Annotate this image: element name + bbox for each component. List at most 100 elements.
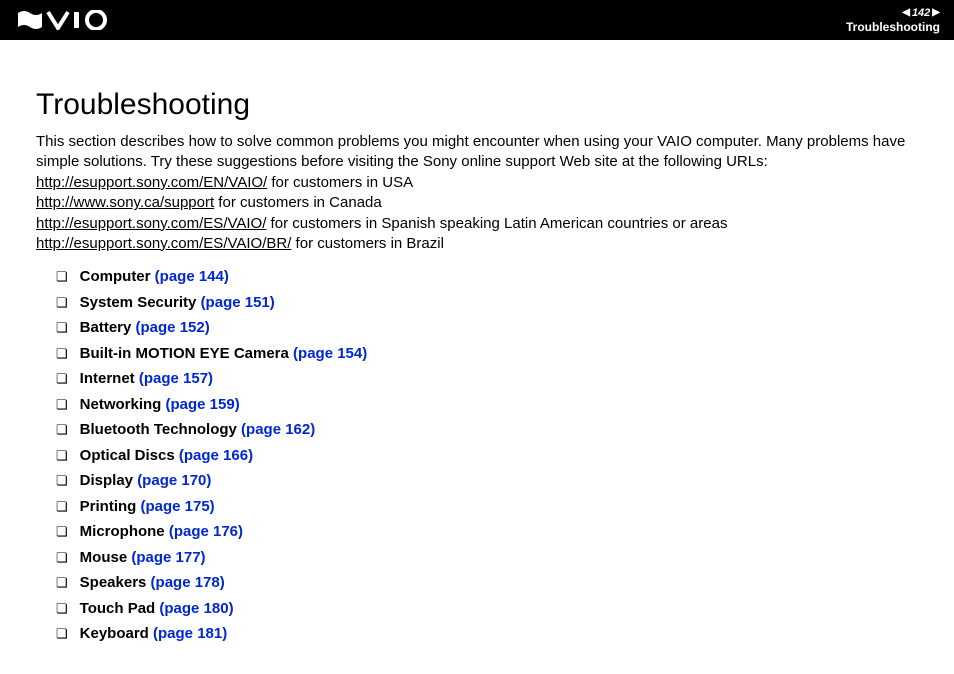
support-url-link[interactable]: http://www.sony.ca/support <box>36 194 214 211</box>
toc-item: ❏ Bluetooth Technology (page 162) <box>56 417 918 443</box>
bullet-icon: ❏ <box>56 547 68 569</box>
toc-item-text: Speakers (page 178) <box>80 570 225 596</box>
toc-item-label: Printing <box>80 498 141 515</box>
header-right: ◀ 142 ▶ Troubleshooting <box>846 7 940 34</box>
toc-item-label: Microphone <box>80 523 169 540</box>
toc-item-text: Computer (page 144) <box>80 264 229 290</box>
toc-item: ❏ Speakers (page 178) <box>56 570 918 596</box>
vaio-logo <box>18 10 114 30</box>
toc-item-text: Bluetooth Technology (page 162) <box>80 417 316 443</box>
toc-item-label: Bluetooth Technology <box>80 421 241 438</box>
toc-item-label: Internet <box>80 370 139 387</box>
toc-item-label: Built-in MOTION EYE Camera <box>80 345 293 362</box>
toc-item: ❏ Battery (page 152) <box>56 315 918 341</box>
toc-item-page-link[interactable]: (page 181) <box>153 625 227 642</box>
bullet-icon: ❏ <box>56 292 68 314</box>
toc-list: ❏ Computer (page 144) ❏ System Security (pa… <box>36 264 918 647</box>
toc-item-label: Optical Discs <box>80 447 179 464</box>
toc-item: ❏ System Security (page 151) <box>56 290 918 316</box>
content-area: Troubleshooting This section describes h… <box>0 40 954 667</box>
support-url-suffix: for customers in USA <box>267 174 413 191</box>
toc-item: ❏ Networking (page 159) <box>56 392 918 418</box>
toc-item-page-link[interactable]: (page 175) <box>140 498 214 515</box>
bullet-icon: ❏ <box>56 419 68 441</box>
toc-item-page-link[interactable]: (page 159) <box>166 396 240 413</box>
toc-item: ❏ Microphone (page 176) <box>56 519 918 545</box>
support-link-line: http://www.sony.ca/support for customers… <box>36 193 918 213</box>
toc-item: ❏ Printing (page 175) <box>56 494 918 520</box>
toc-item-page-link[interactable]: (page 166) <box>179 447 253 464</box>
bullet-icon: ❏ <box>56 572 68 594</box>
toc-item-text: Display (page 170) <box>80 468 212 494</box>
toc-item-label: Speakers <box>80 574 151 591</box>
bullet-icon: ❏ <box>56 598 68 620</box>
bullet-icon: ❏ <box>56 445 68 467</box>
toc-item: ❏ Computer (page 144) <box>56 264 918 290</box>
toc-item-label: Networking <box>80 396 166 413</box>
toc-item-text: Printing (page 175) <box>80 494 215 520</box>
bullet-icon: ❏ <box>56 496 68 518</box>
bullet-icon: ❏ <box>56 623 68 645</box>
support-link-line: http://esupport.sony.com/ES/VAIO/BR/ for… <box>36 234 918 254</box>
toc-item: ❏ Built-in MOTION EYE Camera (page 154) <box>56 341 918 367</box>
intro-text: This section describes how to solve comm… <box>36 132 918 171</box>
support-links-block: http://esupport.sony.com/EN/VAIO/ for cu… <box>36 173 918 254</box>
toc-item-text: Mouse (page 177) <box>80 545 206 571</box>
toc-item: ❏ Optical Discs (page 166) <box>56 443 918 469</box>
toc-item-text: System Security (page 151) <box>80 290 275 316</box>
support-url-suffix: for customers in Spanish speaking Latin … <box>266 215 727 232</box>
header-section-label: Troubleshooting <box>846 20 940 34</box>
page-nav: ◀ 142 ▶ <box>846 7 940 19</box>
toc-item-page-link[interactable]: (page 178) <box>151 574 225 591</box>
toc-item-page-link[interactable]: (page 157) <box>139 370 213 387</box>
toc-item-page-link[interactable]: (page 144) <box>155 268 229 285</box>
toc-item-text: Keyboard (page 181) <box>80 621 228 647</box>
toc-item-page-link[interactable]: (page 170) <box>137 472 211 489</box>
toc-item-text: Built-in MOTION EYE Camera (page 154) <box>80 341 368 367</box>
toc-item-label: Keyboard <box>80 625 153 642</box>
toc-item-text: Internet (page 157) <box>80 366 213 392</box>
toc-item-text: Optical Discs (page 166) <box>80 443 253 469</box>
page-title: Troubleshooting <box>36 88 918 122</box>
support-link-line: http://esupport.sony.com/EN/VAIO/ for cu… <box>36 173 918 193</box>
support-url-suffix: for customers in Brazil <box>291 235 444 252</box>
vaio-logo-icon <box>18 10 114 30</box>
toc-item-page-link[interactable]: (page 162) <box>241 421 315 438</box>
page-number: 142 <box>912 7 930 19</box>
toc-item-label: System Security <box>80 294 201 311</box>
toc-item-label: Computer <box>80 268 155 285</box>
toc-item-label: Display <box>80 472 138 489</box>
toc-item-page-link[interactable]: (page 154) <box>293 345 367 362</box>
support-url-suffix: for customers in Canada <box>214 194 382 211</box>
toc-item-text: Battery (page 152) <box>80 315 210 341</box>
toc-item-page-link[interactable]: (page 177) <box>131 549 205 566</box>
support-url-link[interactable]: http://esupport.sony.com/ES/VAIO/ <box>36 215 266 232</box>
toc-item-label: Touch Pad <box>80 600 160 617</box>
header-bar: ◀ 142 ▶ Troubleshooting <box>0 0 954 40</box>
nav-next-icon[interactable]: ▶ <box>932 7 940 18</box>
toc-item-page-link[interactable]: (page 180) <box>159 600 233 617</box>
support-url-link[interactable]: http://esupport.sony.com/EN/VAIO/ <box>36 174 267 191</box>
bullet-icon: ❏ <box>56 394 68 416</box>
bullet-icon: ❏ <box>56 521 68 543</box>
bullet-icon: ❏ <box>56 368 68 390</box>
nav-prev-icon[interactable]: ◀ <box>902 7 910 18</box>
bullet-icon: ❏ <box>56 470 68 492</box>
toc-item-page-link[interactable]: (page 176) <box>169 523 243 540</box>
toc-item: ❏ Mouse (page 177) <box>56 545 918 571</box>
toc-item-text: Networking (page 159) <box>80 392 240 418</box>
toc-item-page-link[interactable]: (page 152) <box>136 319 210 336</box>
toc-item-label: Battery <box>80 319 136 336</box>
toc-item-label: Mouse <box>80 549 132 566</box>
support-link-line: http://esupport.sony.com/ES/VAIO/ for cu… <box>36 214 918 234</box>
bullet-icon: ❏ <box>56 317 68 339</box>
support-url-link[interactable]: http://esupport.sony.com/ES/VAIO/BR/ <box>36 235 291 252</box>
toc-item: ❏ Internet (page 157) <box>56 366 918 392</box>
toc-item-text: Microphone (page 176) <box>80 519 243 545</box>
bullet-icon: ❏ <box>56 266 68 288</box>
toc-item-text: Touch Pad (page 180) <box>80 596 234 622</box>
bullet-icon: ❏ <box>56 343 68 365</box>
toc-item: ❏ Display (page 170) <box>56 468 918 494</box>
toc-item-page-link[interactable]: (page 151) <box>201 294 275 311</box>
toc-item: ❏ Touch Pad (page 180) <box>56 596 918 622</box>
